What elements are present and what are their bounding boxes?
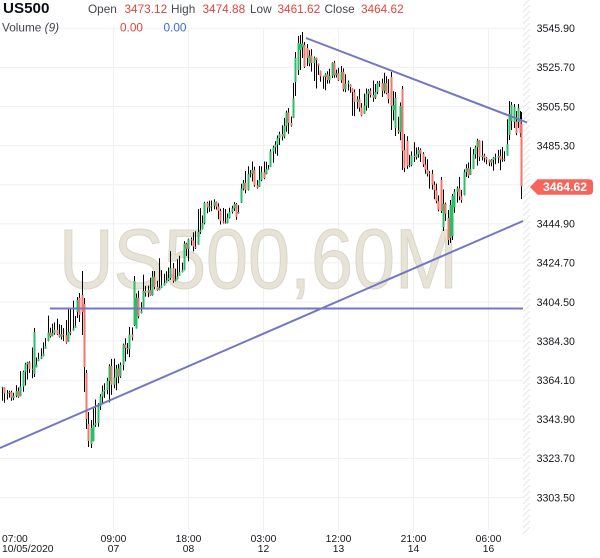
- svg-text:03:00: 03:00: [251, 534, 277, 545]
- svg-text:10/05/2020: 10/05/2020: [2, 544, 54, 555]
- svg-text:3474.88: 3474.88: [203, 2, 246, 16]
- svg-text:08: 08: [183, 544, 195, 555]
- svg-text:3473.12: 3473.12: [125, 2, 168, 16]
- svg-text:US500,60M: US500,60M: [59, 212, 458, 306]
- svg-text:09:00: 09:00: [101, 534, 127, 545]
- svg-text:16: 16: [483, 544, 495, 555]
- svg-text:Open: Open: [88, 2, 117, 16]
- svg-text:3364.10: 3364.10: [537, 375, 575, 387]
- svg-text:3424.70: 3424.70: [537, 258, 575, 270]
- svg-text:Low: Low: [250, 2, 272, 16]
- svg-text:3464.62: 3464.62: [361, 2, 404, 16]
- svg-text:3461.62: 3461.62: [278, 2, 321, 16]
- svg-text:3404.50: 3404.50: [537, 297, 575, 309]
- svg-text:3303.50: 3303.50: [537, 492, 575, 504]
- svg-text:3525.70: 3525.70: [537, 62, 575, 74]
- svg-text:3343.90: 3343.90: [537, 414, 575, 426]
- svg-text:3384.30: 3384.30: [537, 336, 575, 348]
- svg-text:Volume (9): Volume (9): [2, 21, 59, 35]
- svg-text:14: 14: [408, 544, 420, 555]
- svg-text:06:00: 06:00: [476, 534, 502, 545]
- svg-text:3444.90: 3444.90: [537, 219, 575, 231]
- svg-text:0.00: 0.00: [120, 21, 143, 35]
- svg-text:12:00: 12:00: [326, 534, 352, 545]
- svg-text:0.00: 0.00: [164, 21, 187, 35]
- svg-text:18:00: 18:00: [176, 534, 202, 545]
- svg-text:Close: Close: [325, 2, 356, 16]
- svg-text:3464.62: 3464.62: [543, 180, 587, 194]
- svg-text:3485.30: 3485.30: [537, 140, 575, 152]
- svg-text:US500: US500: [3, 0, 49, 17]
- svg-text:13: 13: [333, 544, 345, 555]
- svg-text:21:00: 21:00: [401, 534, 427, 545]
- svg-text:3545.90: 3545.90: [537, 23, 575, 35]
- svg-text:07:00: 07:00: [2, 534, 28, 545]
- svg-text:12: 12: [258, 544, 270, 555]
- svg-text:3505.50: 3505.50: [537, 101, 575, 113]
- svg-text:High: High: [171, 2, 195, 16]
- svg-text:3323.70: 3323.70: [537, 453, 575, 465]
- svg-text:07: 07: [108, 544, 120, 555]
